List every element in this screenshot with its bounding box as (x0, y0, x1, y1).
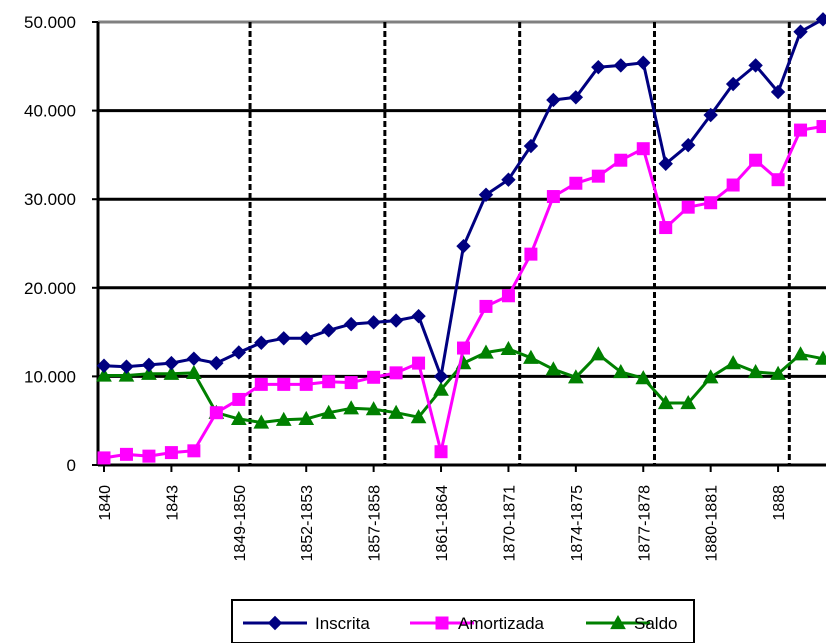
data-point (323, 376, 335, 388)
data-point (795, 124, 807, 136)
x-tick-label: 1852-1853 (299, 485, 316, 562)
data-point (345, 377, 357, 389)
data-point (817, 13, 828, 26)
data-point (210, 357, 223, 370)
y-tick-label: 50.000 (24, 13, 76, 32)
y-tick-label: 20.000 (24, 279, 76, 298)
x-tick-label: 1877-1878 (636, 485, 653, 562)
data-point (546, 362, 560, 375)
x-tick-label: 1880-1881 (704, 485, 721, 562)
data-point (165, 357, 178, 370)
data-point (255, 378, 267, 390)
data-point (614, 59, 627, 72)
data-point (458, 342, 470, 354)
data-point (300, 332, 313, 345)
y-tick-label: 30.000 (24, 190, 76, 209)
data-point (637, 143, 649, 155)
y-tick-label: 10.000 (24, 367, 76, 386)
data-point (368, 371, 380, 383)
series-amortizada (98, 121, 828, 464)
data-point (187, 352, 200, 365)
x-tick-label: 1840 (97, 485, 114, 521)
data-point (502, 290, 514, 302)
data-point (143, 450, 155, 462)
data-point (794, 25, 807, 38)
x-tick-label: 1857-1858 (367, 485, 384, 562)
x-tick-label: 1874-1875 (569, 485, 586, 562)
legend-label: Inscrita (315, 614, 370, 633)
data-point (637, 56, 650, 69)
data-point (142, 358, 155, 371)
data-point (570, 177, 582, 189)
data-point (772, 174, 784, 186)
data-point (412, 310, 425, 323)
data-point (726, 356, 740, 369)
data-point (390, 314, 403, 327)
data-point (98, 452, 110, 464)
x-tick-label: 1861-1864 (434, 485, 451, 562)
legend[interactable]: Inscrita Amortizada Saldo (232, 600, 694, 643)
data-point (255, 336, 268, 349)
data-point (435, 446, 447, 458)
x-axis-ticks: 1840 1843 1849-1850 1852-1853 1857-1858 1861-… (97, 465, 788, 562)
data-point (660, 222, 672, 234)
data-point (615, 154, 627, 166)
data-point (278, 378, 290, 390)
data-point (233, 393, 245, 405)
data-point (547, 93, 560, 106)
data-point (817, 121, 828, 133)
legend-marker (436, 617, 448, 629)
x-tick-label: 1888 (771, 485, 788, 521)
data-point (592, 170, 604, 182)
data-point (165, 447, 177, 459)
data-point (591, 347, 605, 360)
y-axis-ticks: 0 10.000 20.000 30.000 40.000 50.000 (24, 13, 98, 475)
data-point (435, 370, 448, 383)
data-point (277, 332, 290, 345)
data-point (210, 407, 222, 419)
y-tick-label: 0 (67, 456, 76, 475)
data-point (480, 300, 492, 312)
series-group (97, 13, 828, 464)
data-point (322, 324, 335, 337)
data-point (525, 248, 537, 260)
data-point (682, 201, 694, 213)
data-point (705, 197, 717, 209)
data-point (120, 448, 132, 460)
x-tick-label: 1870-1871 (501, 485, 518, 562)
y-tick-label: 40.000 (24, 102, 76, 121)
legend-label: Saldo (634, 614, 677, 633)
x-tick-label: 1843 (164, 485, 181, 521)
data-point (794, 347, 808, 360)
data-point (413, 357, 425, 369)
data-point (457, 240, 470, 253)
x-tick-label: 1849-1850 (232, 485, 249, 562)
data-point (232, 346, 245, 359)
data-point (727, 179, 739, 191)
data-point (547, 191, 559, 203)
data-point (188, 445, 200, 457)
data-point (390, 367, 402, 379)
data-point (120, 360, 133, 373)
data-point (300, 378, 312, 390)
data-point (750, 154, 762, 166)
data-point (367, 316, 380, 329)
data-point (345, 318, 358, 331)
legend-label: Amortizada (458, 614, 545, 633)
